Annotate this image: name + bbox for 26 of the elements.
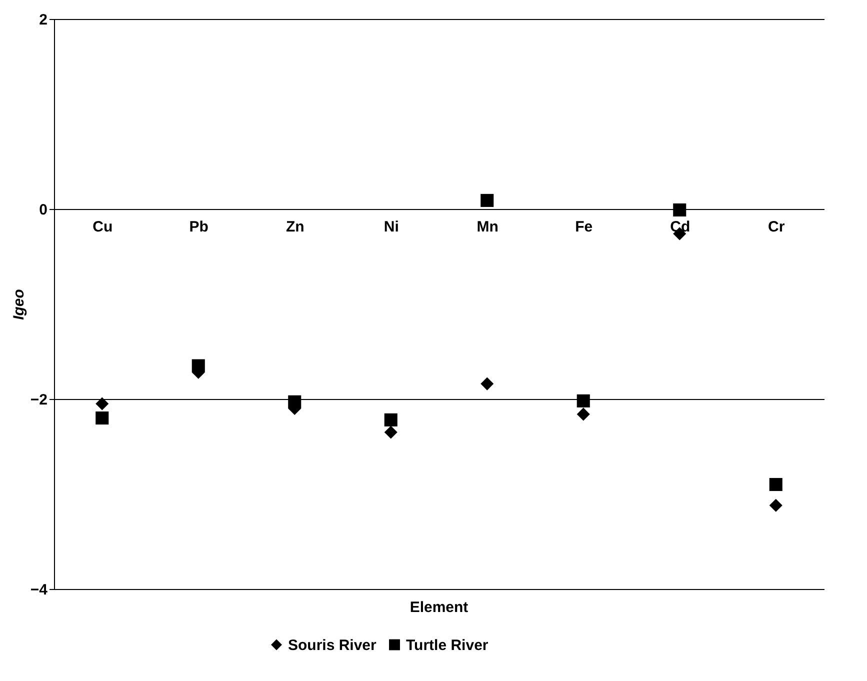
x-tick-label: Cr	[768, 218, 785, 236]
point	[576, 394, 590, 408]
x-tick-label: Zn	[286, 218, 304, 236]
legend-label: Souris River	[288, 636, 377, 654]
point	[769, 478, 782, 492]
x-tick-label: Mn	[476, 218, 498, 236]
point	[480, 377, 494, 390]
y-tick-label: −2	[30, 392, 48, 408]
point	[673, 203, 686, 216]
point	[384, 426, 398, 439]
point	[96, 397, 109, 410]
y-tick-label: 2	[39, 12, 48, 28]
point	[769, 498, 782, 512]
point	[576, 408, 590, 421]
x-tick-label: Ni	[384, 218, 399, 236]
legend-label: Turtle River	[406, 636, 488, 654]
x-axis-title: Element	[410, 599, 468, 616]
point	[96, 411, 109, 425]
x-tick-label: Cu	[92, 218, 113, 236]
point	[480, 194, 494, 207]
y-axis-title: Igeo	[10, 289, 28, 320]
x-tick-label: Fe	[575, 218, 593, 236]
y-tick-label: −4	[30, 582, 48, 598]
y-tick-label: 0	[39, 202, 48, 218]
point	[384, 413, 398, 426]
x-tick-label: Pb	[189, 218, 208, 236]
